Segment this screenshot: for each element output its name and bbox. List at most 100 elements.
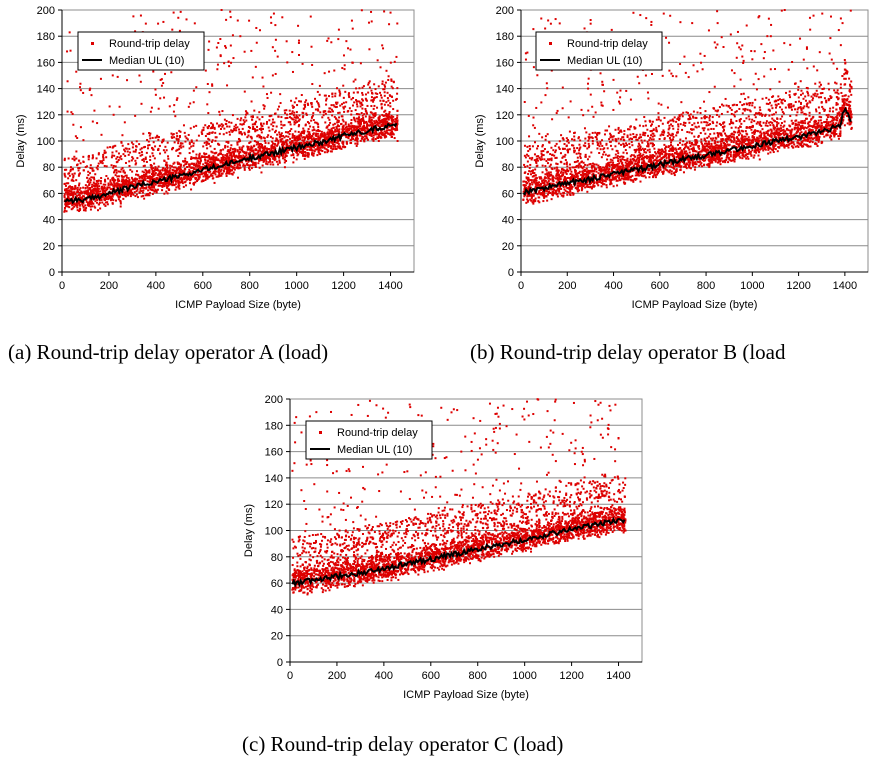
scatter-point <box>215 158 218 161</box>
scatter-point <box>89 181 92 184</box>
scatter-point <box>174 115 177 118</box>
scatter-point <box>396 120 399 123</box>
scatter-point <box>222 162 225 165</box>
scatter-point <box>372 139 375 142</box>
scatter-point <box>79 82 82 85</box>
scatter-point <box>555 169 558 172</box>
scatter-point <box>67 203 70 206</box>
scatter-point <box>72 176 75 179</box>
scatter-point <box>145 169 148 172</box>
scatter-point <box>71 157 74 160</box>
scatter-point <box>333 122 336 125</box>
scatter-point <box>226 125 229 128</box>
scatter-point <box>784 106 787 109</box>
scatter-point <box>195 124 198 127</box>
scatter-point <box>368 80 371 83</box>
scatter-point <box>145 186 148 189</box>
scatter-point <box>97 182 100 185</box>
scatter-point <box>670 141 673 144</box>
scatter-point <box>589 19 592 22</box>
scatter-point <box>263 148 266 151</box>
scatter-point <box>309 15 312 18</box>
scatter-point <box>713 41 716 44</box>
scatter-point <box>370 89 373 92</box>
scatter-point <box>151 152 154 155</box>
scatter-point <box>304 155 307 158</box>
scatter-point <box>149 110 152 113</box>
scatter-point <box>704 110 707 113</box>
scatter-point <box>353 129 356 132</box>
scatter-point <box>272 125 275 128</box>
scatter-point <box>206 141 209 144</box>
scatter-point <box>364 126 367 129</box>
scatter-point <box>74 187 77 190</box>
y-tick-label: 60 <box>43 188 55 200</box>
scatter-point <box>383 136 386 139</box>
scatter-point <box>238 138 241 141</box>
scatter-point <box>385 69 388 72</box>
scatter-point <box>241 146 244 149</box>
scatter-point <box>251 149 254 152</box>
scatter-point <box>211 172 214 175</box>
scatter-point <box>150 166 153 169</box>
scatter-point <box>90 202 93 205</box>
scatter-point <box>292 153 295 156</box>
scatter-point <box>364 135 367 138</box>
scatter-point <box>275 160 278 163</box>
scatter-point <box>347 137 350 140</box>
scatter-point <box>200 166 203 169</box>
scatter-point <box>291 104 294 107</box>
scatter-point <box>205 144 208 147</box>
scatter-point <box>378 121 381 124</box>
scatter-point <box>388 23 391 26</box>
scatter-point <box>257 162 260 165</box>
scatter-point <box>78 207 81 210</box>
scatter-point <box>217 125 220 128</box>
scatter-point <box>146 139 149 142</box>
scatter-point <box>121 175 124 178</box>
scatter-point <box>328 95 331 98</box>
scatter-point <box>293 149 296 152</box>
scatter-point <box>94 189 97 192</box>
scatter-point <box>230 152 233 155</box>
scatter-point <box>135 140 138 143</box>
scatter-point <box>196 160 199 163</box>
scatter-point <box>104 192 107 195</box>
scatter-point <box>576 159 579 162</box>
scatter-point <box>746 126 749 129</box>
scatter-point <box>259 145 262 148</box>
scatter-point <box>257 141 260 144</box>
scatter-point <box>734 155 737 158</box>
scatter-point <box>387 99 390 102</box>
scatter-point <box>124 150 127 153</box>
scatter-point <box>189 170 192 173</box>
scatter-point <box>76 204 79 207</box>
scatter-point <box>216 63 219 66</box>
scatter-point <box>228 172 231 175</box>
scatter-point <box>316 122 319 125</box>
scatter-point <box>787 135 790 138</box>
scatter-point <box>104 199 107 202</box>
scatter-point <box>334 95 337 98</box>
scatter-point <box>258 136 261 139</box>
scatter-point <box>133 179 136 182</box>
scatter-point <box>341 129 344 132</box>
scatter-point <box>333 69 336 72</box>
scatter-point <box>349 139 352 142</box>
scatter-point <box>388 115 391 118</box>
scatter-point <box>311 135 314 138</box>
scatter-point <box>69 49 72 52</box>
scatter-point <box>227 172 230 175</box>
scatter-point <box>608 171 611 174</box>
scatter-point <box>270 147 273 150</box>
scatter-point <box>323 151 326 154</box>
scatter-point <box>684 121 687 124</box>
scatter-point <box>271 161 274 164</box>
scatter-point <box>715 113 718 116</box>
scatter-point <box>634 174 637 177</box>
scatter-point <box>330 145 333 148</box>
scatter-point <box>159 182 162 185</box>
scatter-point <box>647 145 650 148</box>
scatter-point <box>138 191 141 194</box>
scatter-point <box>107 197 110 200</box>
